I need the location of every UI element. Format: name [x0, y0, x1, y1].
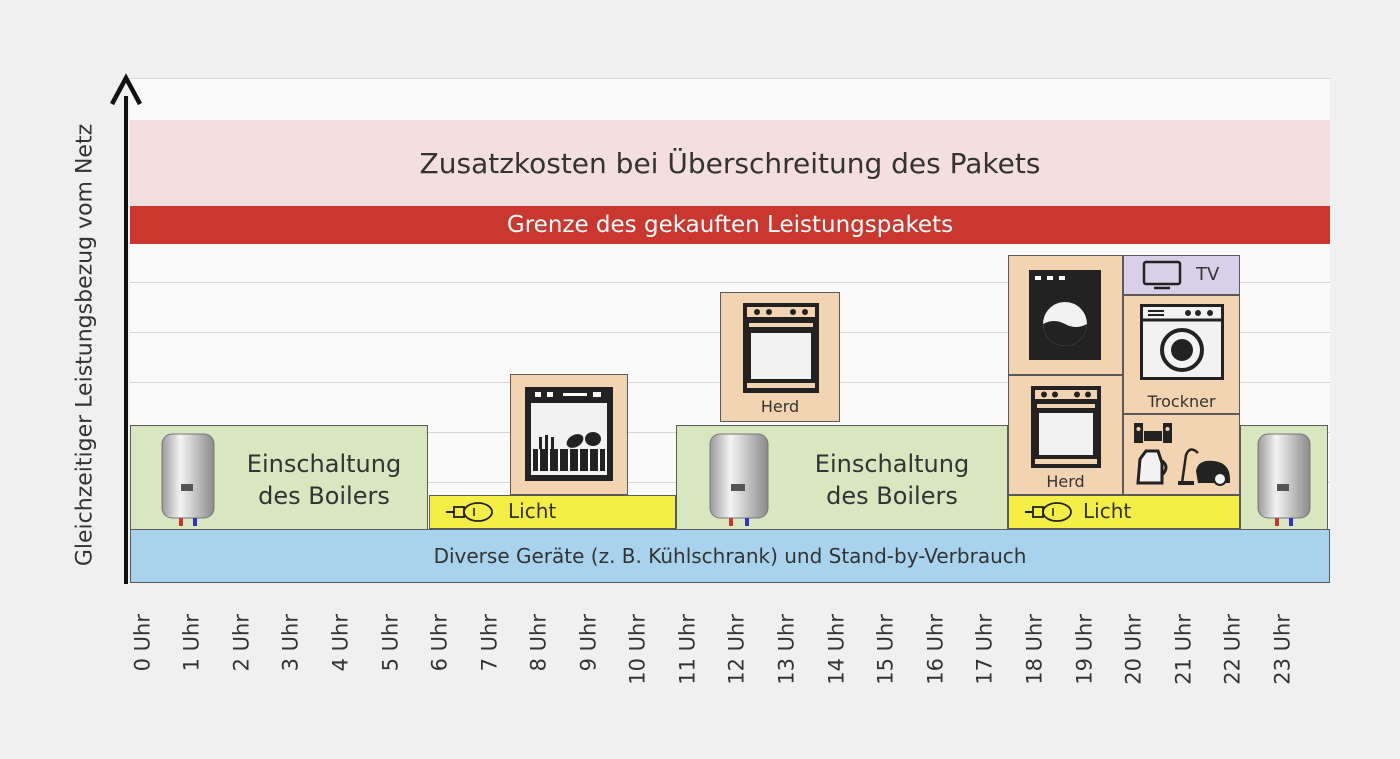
x-tick-text: 6 Uhr	[427, 614, 452, 672]
baseline-consumption-band: Diverse Geräte (z. B. Kühlschrank) und S…	[130, 529, 1330, 583]
water-heater-icon	[161, 433, 215, 526]
dryer-block: Trockner	[1123, 295, 1240, 414]
x-tick-text: 2 Uhr	[229, 614, 254, 672]
x-tick-text: 15 Uhr	[874, 614, 898, 685]
x-tick-text: 12 Uhr	[725, 614, 750, 685]
dryer-label: Trockner	[1147, 392, 1216, 411]
x-tick-text: 5 Uhr	[378, 614, 402, 672]
x-tick-text: 10 Uhr	[626, 614, 650, 685]
small-appliances-block	[1123, 414, 1240, 495]
washing-machine-icon	[1029, 270, 1101, 360]
light-label-evening: Licht	[1083, 499, 1132, 523]
tv-block: TV	[1123, 255, 1240, 295]
dryer-icon	[1140, 304, 1224, 380]
x-tick-text: 21 Uhr	[1171, 614, 1196, 685]
x-tick-text: 14 Uhr	[824, 614, 849, 685]
power-limit-label: Grenze des gekauften Leistungspakets	[506, 212, 954, 238]
water-heater-icon	[709, 433, 769, 526]
x-tick-text: 22 Uhr	[1221, 614, 1246, 685]
light-bulb-icon	[1025, 502, 1072, 522]
dishwasher-block	[510, 374, 628, 495]
baseline-consumption-label: Diverse Geräte (z. B. Kühlschrank) und S…	[433, 544, 1027, 568]
stove-label-midday: Herd	[760, 397, 800, 416]
boiler-label-midday: Einschaltung des Boilers	[814, 450, 970, 510]
x-tick-text: 16 Uhr	[923, 614, 948, 685]
boiler-block-night	[1240, 425, 1328, 530]
light-block-evening: Licht	[1008, 495, 1240, 529]
y-axis-line	[124, 96, 128, 584]
kettle-vacuum-stereo-icon	[1134, 423, 1230, 486]
light-label-morning: Licht	[508, 499, 557, 523]
x-tick-text: 19 Uhr	[1072, 614, 1097, 685]
washing-machine-block	[1008, 255, 1123, 375]
overage-cost-band: Zusatzkosten bei Überschreitung des Pake…	[130, 120, 1330, 206]
x-tick-text: 3 Uhr	[278, 614, 303, 672]
overage-cost-label: Zusatzkosten bei Überschreitung des Pake…	[419, 146, 1041, 180]
x-tick-text: 8 Uhr	[526, 614, 551, 672]
x-tick-text: 11 Uhr	[675, 614, 700, 685]
tv-label: TV	[1196, 264, 1220, 285]
dishwasher-icon	[525, 387, 613, 481]
tv-icon	[1142, 260, 1182, 290]
light-bulb-icon	[446, 502, 493, 522]
stove-label-evening: Herd	[1046, 472, 1085, 491]
power-limit-band: Grenze des gekauften Leistungspakets	[130, 206, 1330, 244]
stove-icon	[743, 303, 819, 393]
x-tick-text: 4 Uhr	[328, 614, 353, 672]
boiler-block-morning: Einschaltung des Boilers	[130, 425, 428, 530]
y-axis-arrow-icon	[110, 73, 142, 106]
x-tick-text: 1 Uhr	[179, 614, 204, 672]
gridline	[130, 282, 1330, 283]
x-tick-text: 23 Uhr	[1270, 614, 1295, 685]
boiler-block-midday: Einschaltung des Boilers	[676, 425, 1008, 530]
y-axis-title: Gleichzeitiger Leistungsbezug vom Netz	[72, 123, 98, 567]
light-block-morning: Licht	[429, 495, 676, 529]
stove-block-evening: Herd	[1008, 375, 1123, 495]
x-tick-text: 17 Uhr	[973, 614, 998, 685]
x-tick-text: 18 Uhr	[1022, 614, 1047, 685]
gridline	[130, 78, 1330, 79]
x-tick-text: 7 Uhr	[477, 614, 502, 672]
water-heater-icon	[1257, 433, 1311, 526]
boiler-label-morning: Einschaltung des Boilers	[246, 450, 402, 510]
x-tick-text: 9 Uhr	[576, 614, 601, 672]
stove-block-midday: Herd	[720, 292, 840, 422]
x-tick-text: 13 Uhr	[774, 614, 799, 685]
x-tick-text: 20 Uhr	[1122, 614, 1146, 685]
x-tick-text: 0 Uhr	[130, 614, 154, 672]
stove-icon	[1031, 386, 1101, 468]
